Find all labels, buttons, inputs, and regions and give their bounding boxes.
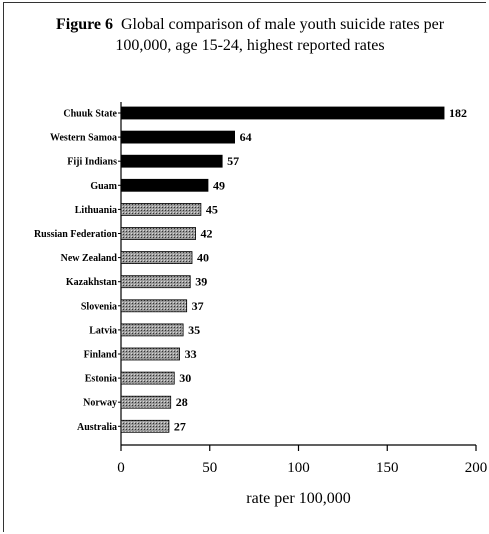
x-tick-label: 150	[376, 460, 399, 476]
value-label: 37	[192, 299, 204, 313]
bar	[120, 371, 175, 385]
chart-title: Figure 6 Global comparison of male youth…	[40, 14, 460, 56]
plot-area: 0 50 100 150 200 rate per 100,000 Chuuk State 1…	[34, 102, 487, 507]
category-label: Russian Federation	[34, 229, 118, 240]
category-label: Western Samoa	[50, 133, 117, 144]
x-tick-label: 0	[117, 460, 125, 476]
category-label: Lithuania	[75, 205, 117, 216]
figure-number: Figure 6	[55, 16, 113, 33]
bar	[120, 299, 188, 313]
value-label: 57	[227, 154, 239, 168]
bar	[120, 275, 191, 289]
bar	[120, 227, 196, 240]
bar	[120, 347, 180, 361]
x-axis-label: rate per 100,000	[246, 490, 350, 507]
bar	[120, 178, 209, 192]
value-label: 49	[213, 178, 225, 192]
bar	[120, 419, 170, 433]
x-tick-label: 100	[287, 460, 310, 476]
value-label: 64	[240, 130, 252, 144]
bar	[120, 106, 445, 120]
value-label: 182	[449, 106, 467, 120]
category-label: Guam	[90, 181, 117, 192]
category-label: Slovenia	[81, 301, 117, 312]
value-label: 30	[179, 371, 191, 385]
category-label: Norway	[83, 398, 117, 409]
category-label: Fiji Indians	[67, 157, 117, 168]
category-label: Latvia	[89, 325, 117, 336]
value-label: 33	[185, 347, 197, 361]
bar	[120, 202, 202, 216]
x-tick-label: 200	[465, 460, 488, 476]
value-label: 45	[206, 202, 218, 216]
value-label: 35	[188, 323, 200, 337]
category-label: Estonia	[85, 374, 117, 385]
value-label: 27	[174, 419, 186, 433]
bar	[120, 323, 184, 337]
bar	[120, 395, 172, 409]
figure-frame	[3, 2, 486, 532]
value-label: 40	[197, 251, 209, 265]
x-tick-label: 50	[202, 460, 217, 476]
category-label: Finland	[84, 350, 118, 361]
value-label: 39	[195, 275, 207, 289]
category-label: New Zealand	[61, 253, 118, 264]
category-label: Kazakhstan	[66, 277, 118, 288]
bar	[120, 130, 235, 144]
category-label: Chuuk State	[63, 109, 117, 120]
value-label: 42	[201, 227, 213, 241]
bar	[120, 251, 193, 265]
category-label: Australia	[77, 422, 117, 433]
bar	[120, 154, 223, 168]
chart-title-text: Global comparison of male youth suicide …	[115, 16, 445, 54]
value-label: 28	[176, 395, 188, 409]
